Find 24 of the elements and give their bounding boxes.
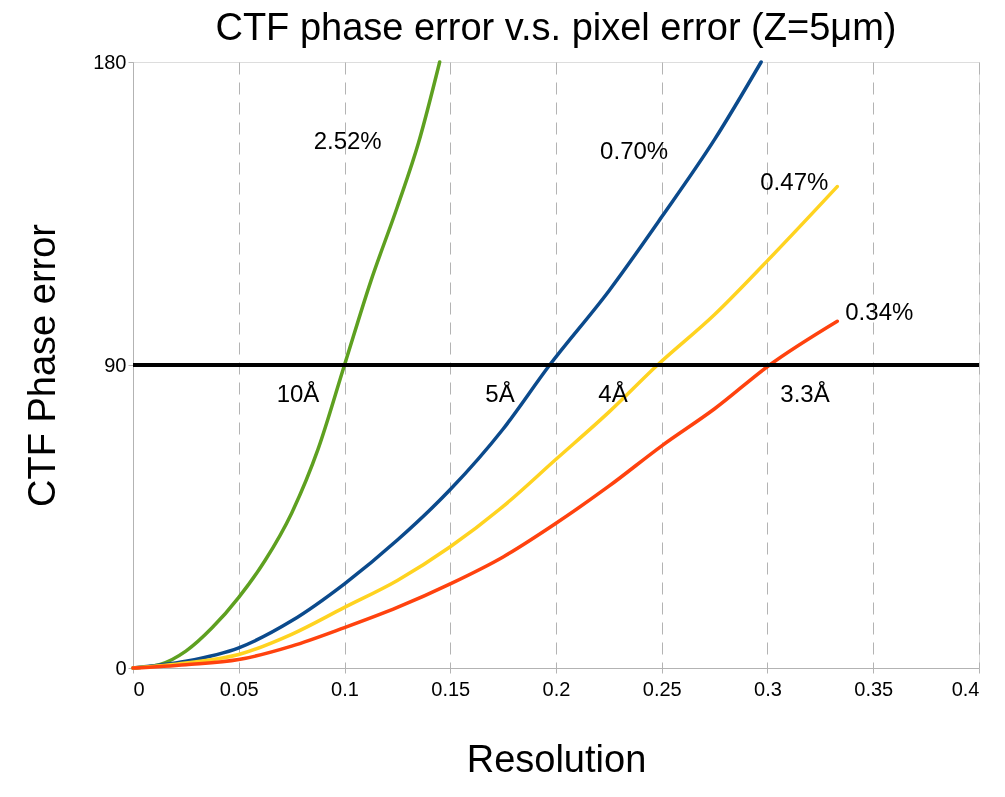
y-axis-title: CTF Phase error (21, 223, 64, 507)
series-label: 0.34% (845, 298, 914, 326)
x-tick-label: 0.1 (331, 677, 359, 700)
x-axis-title: Resolution (466, 737, 647, 780)
y-tick-label: 90 (104, 353, 127, 376)
series-label: 0.47% (760, 167, 829, 195)
x-tick-label: 0 (133, 677, 145, 700)
x-tick-label: 0.3 (754, 677, 782, 700)
annotation: 5Å (485, 380, 515, 407)
y-tick-label: 180 (93, 50, 127, 73)
series-label: 0.70% (600, 137, 669, 164)
x-tick-label: 0.4 (951, 677, 980, 700)
series-label: 2.52% (313, 127, 382, 154)
x-tick-label: 0.05 (219, 677, 259, 700)
annotation: 10Å (276, 380, 320, 407)
y-tick-label: 0 (115, 656, 127, 679)
x-tick-label: 0.2 (542, 677, 571, 700)
line-series (131, 319, 840, 670)
x-tick-label: 0.35 (854, 677, 894, 700)
x-tick-label: 0.15 (431, 677, 471, 700)
chart-title: CTF phase error v.s. pixel error (Z=5μm) (215, 6, 897, 48)
annotation: 3.3Å (780, 380, 830, 407)
x-tick-label: 0.25 (642, 677, 682, 700)
annotation: 4Å (598, 380, 628, 407)
